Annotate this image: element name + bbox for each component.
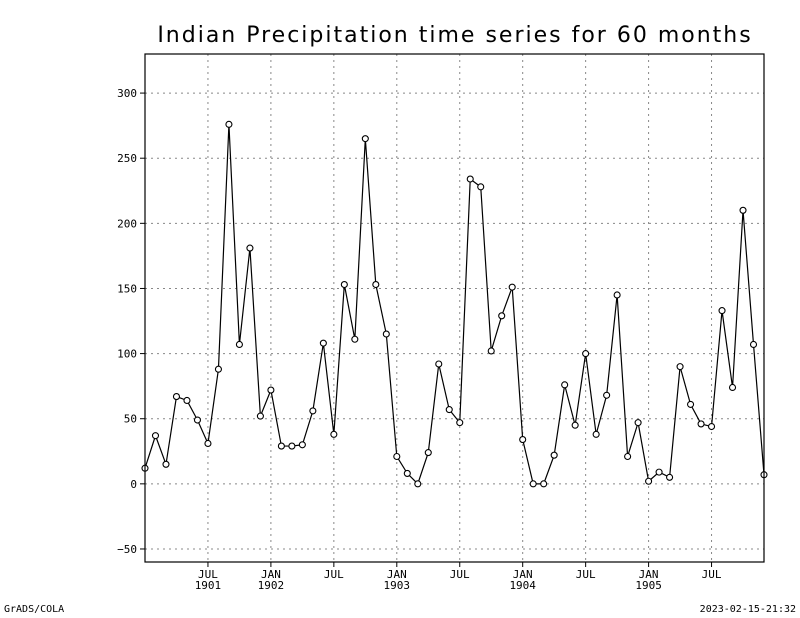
x-tick-month-label: JUL xyxy=(450,568,470,581)
data-point xyxy=(550,451,558,459)
data-point xyxy=(309,407,317,415)
data-points xyxy=(141,120,768,488)
data-point xyxy=(214,365,222,373)
data-point xyxy=(162,460,170,468)
data-point xyxy=(739,206,747,214)
x-tick-month-label: JUL xyxy=(324,568,344,581)
data-point xyxy=(603,391,611,399)
data-point xyxy=(571,421,579,429)
data-point xyxy=(687,400,695,408)
chart-title: Indian Precipitation time series for 60 … xyxy=(157,23,752,48)
series-line xyxy=(144,124,765,485)
data-point xyxy=(540,480,548,488)
data-point xyxy=(435,360,443,368)
data-point xyxy=(267,386,275,394)
x-tick-year-label: 1904 xyxy=(509,579,536,592)
y-tick-label: 50 xyxy=(124,413,137,426)
x-tick-year-label: 1905 xyxy=(635,579,662,592)
data-point xyxy=(246,244,254,252)
data-point xyxy=(151,432,160,440)
data-point xyxy=(529,480,537,488)
y-tick-label: 100 xyxy=(117,348,137,361)
data-point xyxy=(718,307,726,315)
data-point xyxy=(613,291,621,299)
data-point xyxy=(676,363,684,371)
data-point xyxy=(707,422,716,431)
data-point xyxy=(235,340,243,349)
data-point xyxy=(298,441,306,449)
y-tick-label: 150 xyxy=(117,282,137,295)
data-point xyxy=(498,312,506,320)
x-tick-month-label: JAN xyxy=(639,568,659,581)
data-point xyxy=(204,439,212,448)
data-point xyxy=(288,442,296,450)
x-tick-year-label: 1902 xyxy=(258,579,285,592)
data-point xyxy=(477,183,485,191)
data-point xyxy=(466,175,474,183)
data-point xyxy=(508,283,516,291)
data-point xyxy=(519,436,527,444)
x-tick-month-label: JUL xyxy=(198,568,218,581)
data-point xyxy=(561,381,569,389)
data-point xyxy=(183,396,191,405)
data-point xyxy=(361,135,369,143)
x-tick-year-label: 1901 xyxy=(195,579,222,592)
data-point xyxy=(666,473,674,481)
data-point xyxy=(728,383,737,392)
x-tick-month-label: JUL xyxy=(702,568,722,581)
data-point xyxy=(319,339,327,347)
data-point xyxy=(330,430,338,438)
data-point xyxy=(225,120,233,128)
data-point xyxy=(445,406,453,414)
data-point xyxy=(340,280,348,289)
data-point xyxy=(634,419,642,427)
data-point xyxy=(193,416,202,424)
data-point xyxy=(372,280,380,289)
data-point xyxy=(277,442,285,450)
grid xyxy=(145,54,764,562)
x-tick-year-label: 1903 xyxy=(384,579,411,592)
data-point xyxy=(403,469,411,477)
data-point xyxy=(487,347,495,355)
data-point xyxy=(456,419,464,427)
data-point xyxy=(592,430,600,438)
data-point xyxy=(382,330,390,338)
data-point xyxy=(424,449,432,457)
footer-left-label: GrADS/COLA xyxy=(4,604,64,615)
x-tick-month-label: JAN xyxy=(387,568,407,581)
data-point xyxy=(697,420,705,428)
data-point xyxy=(393,452,401,461)
footer-timestamp: 2023-02-15-21:32 xyxy=(700,604,796,615)
y-tick-label: 200 xyxy=(117,217,137,230)
x-tick-month-label: JAN xyxy=(261,568,281,581)
data-point xyxy=(655,468,663,476)
y-tick-label: 250 xyxy=(117,152,137,165)
y-tick-label: 0 xyxy=(130,478,137,491)
data-point xyxy=(645,477,653,485)
x-tick-month-label: JAN xyxy=(513,568,533,581)
data-point xyxy=(351,335,359,343)
data-point xyxy=(582,350,590,358)
x-tick-month-label: JUL xyxy=(576,568,596,581)
data-point xyxy=(749,340,758,349)
data-point xyxy=(172,393,181,401)
data-point xyxy=(624,452,632,461)
y-tick-label: 300 xyxy=(117,87,137,100)
y-tick-label: −50 xyxy=(117,543,137,556)
data-point xyxy=(414,480,422,488)
data-point xyxy=(256,412,264,420)
plot-frame xyxy=(144,53,765,563)
